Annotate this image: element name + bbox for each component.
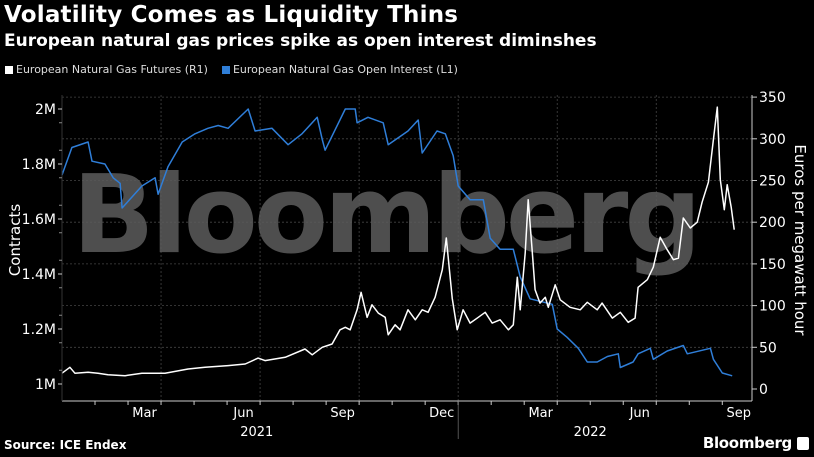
left-axis-tick-label: 1.4M: [22, 267, 56, 283]
right-axis-tick-label: 350: [759, 90, 786, 106]
series-line-futures: [61, 106, 735, 377]
left-axis-title: Contracts: [6, 204, 24, 277]
chart-title: Volatility Comes as Liquidity Thins: [4, 2, 459, 28]
x-axis-tick-label: Sep: [727, 406, 752, 421]
right-axis-tick-label: 50: [759, 340, 777, 356]
x-axis-year-label: 2022: [574, 425, 607, 440]
legend-item-open-interest: European Natural Gas Open Interest (L1): [221, 63, 458, 76]
x-axis-year-label: 2021: [240, 425, 273, 440]
right-axis-title: Euros per megawatt hour: [791, 144, 809, 336]
x-axis-tick-label: Sep: [330, 406, 355, 421]
legend-label-open-interest: European Natural Gas Open Interest (L1): [232, 63, 458, 76]
x-axis-tick-label: Mar: [528, 406, 553, 421]
left-axis-tick-label: 2M: [35, 102, 56, 118]
right-axis-tick-label: 150: [759, 257, 786, 273]
legend-label-futures: European Natural Gas Futures (R1): [16, 63, 208, 76]
gridlines: [62, 95, 752, 401]
right-axis-tick-label: 250: [759, 174, 786, 190]
right-axis-tick-label: 100: [759, 299, 786, 315]
right-axis-tick-label: 300: [759, 132, 786, 148]
right-axis-tick-label: 0: [759, 382, 768, 398]
bloomberg-terminal-icon: [797, 437, 809, 450]
x-axis-tick-label: Jun: [232, 406, 253, 421]
legend-swatch-open-interest: [221, 65, 230, 74]
left-axis-tick-label: 1M: [35, 377, 56, 393]
chart-subtitle: European natural gas prices spike as ope…: [4, 31, 597, 51]
left-axis-tick-label: 1.2M: [22, 322, 56, 338]
left-axis-tick-label: 1.8M: [22, 157, 56, 173]
series-lines: [61, 106, 735, 377]
x-axis-tick-label: Dec: [429, 406, 454, 421]
legend-swatch-futures: [5, 65, 13, 74]
source-note: Source: ICE Endex: [4, 438, 127, 452]
right-axis-tick-label: 200: [759, 215, 786, 231]
bloomberg-logo: Bloomberg: [702, 434, 792, 452]
legend-item-futures: European Natural Gas Futures (R1): [5, 63, 208, 76]
watermark: Bloomberg: [72, 153, 697, 278]
axes: 0 50 100 150 200 250 300 350 Mar Jun Sep Dec Mar Jun S…: [22, 90, 786, 440]
x-axis-tick-label: Jun: [629, 406, 650, 421]
x-axis-tick-label: Mar: [132, 406, 157, 421]
left-axis-tick-label: 1.6M: [22, 212, 56, 228]
series-line-open-interest: [61, 108, 733, 377]
legend: European Natural Gas Futures (R1) Europe…: [5, 63, 458, 76]
